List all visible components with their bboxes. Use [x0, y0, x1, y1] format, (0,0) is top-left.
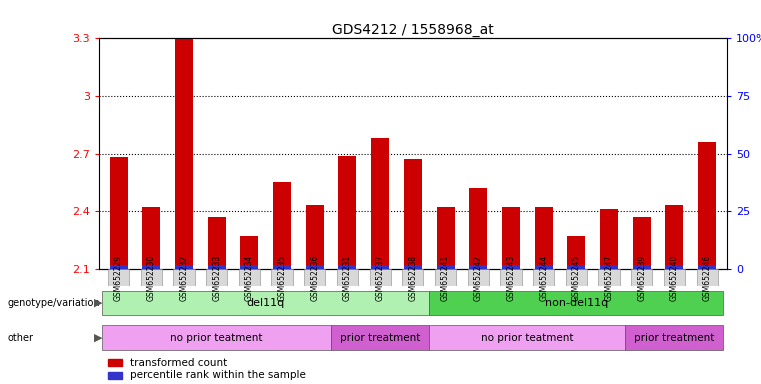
Bar: [429, 325, 626, 350]
Bar: [470, 188, 487, 269]
Bar: [665, 205, 683, 269]
Bar: [600, 209, 618, 269]
Bar: [632, 265, 651, 269]
Bar: [306, 205, 323, 269]
Bar: [598, 269, 619, 286]
Bar: [339, 156, 356, 269]
Text: GSM652234: GSM652234: [245, 254, 254, 301]
Bar: [206, 269, 228, 286]
Bar: [208, 217, 226, 269]
Text: prior treatment: prior treatment: [340, 333, 420, 343]
Bar: [437, 265, 454, 269]
Text: genotype/variation: genotype/variation: [8, 298, 100, 308]
Bar: [403, 269, 423, 286]
Bar: [273, 182, 291, 269]
Text: ▶: ▶: [94, 298, 102, 308]
Text: GSM652241: GSM652241: [441, 254, 450, 301]
Text: percentile rank within the sample: percentile rank within the sample: [130, 370, 306, 380]
Bar: [535, 207, 552, 269]
Bar: [108, 372, 123, 379]
Text: GSM652239: GSM652239: [637, 254, 646, 301]
Text: GSM652231: GSM652231: [343, 254, 352, 301]
Bar: [339, 265, 356, 269]
Bar: [240, 236, 258, 269]
Text: GSM652238: GSM652238: [409, 254, 417, 301]
Bar: [108, 269, 129, 286]
Text: GSM652233: GSM652233: [212, 254, 221, 301]
Bar: [175, 265, 193, 269]
Bar: [272, 269, 293, 286]
Text: GSM652230: GSM652230: [147, 254, 156, 301]
Bar: [240, 265, 258, 269]
Text: transformed count: transformed count: [130, 358, 228, 368]
Bar: [306, 265, 323, 269]
Bar: [696, 269, 718, 286]
Text: ▶: ▶: [94, 333, 102, 343]
Bar: [568, 236, 585, 269]
Bar: [600, 265, 618, 269]
Bar: [632, 217, 651, 269]
Bar: [467, 269, 489, 286]
Bar: [500, 269, 521, 286]
Text: GSM652235: GSM652235: [278, 254, 287, 301]
Bar: [371, 265, 389, 269]
Bar: [142, 265, 161, 269]
Bar: [533, 269, 554, 286]
Bar: [174, 269, 195, 286]
Text: GSM652240: GSM652240: [670, 254, 679, 301]
Bar: [435, 269, 456, 286]
Bar: [470, 265, 487, 269]
Bar: [664, 269, 685, 286]
Bar: [371, 138, 389, 269]
Bar: [626, 325, 724, 350]
Bar: [208, 265, 226, 269]
Bar: [110, 265, 128, 269]
Text: GSM652237: GSM652237: [376, 254, 384, 301]
Bar: [141, 269, 162, 286]
Bar: [102, 291, 429, 315]
Text: other: other: [8, 333, 33, 343]
Text: GSM652243: GSM652243: [506, 254, 515, 301]
Bar: [698, 142, 716, 269]
Text: del11q: del11q: [247, 298, 285, 308]
Bar: [370, 269, 390, 286]
Bar: [565, 269, 587, 286]
Bar: [698, 265, 716, 269]
Text: GSM652242: GSM652242: [474, 254, 482, 301]
Bar: [304, 269, 326, 286]
Bar: [502, 265, 520, 269]
Bar: [175, 38, 193, 269]
Text: GSM652232: GSM652232: [180, 254, 189, 301]
Text: no prior teatment: no prior teatment: [170, 333, 263, 343]
Text: GSM652229: GSM652229: [114, 254, 123, 301]
Text: prior treatment: prior treatment: [634, 333, 715, 343]
Bar: [102, 325, 331, 350]
Bar: [404, 159, 422, 269]
Bar: [437, 207, 454, 269]
Bar: [110, 157, 128, 269]
Bar: [331, 325, 429, 350]
Bar: [273, 265, 291, 269]
Bar: [631, 269, 652, 286]
Text: GSM652247: GSM652247: [604, 254, 613, 301]
Text: no prior teatment: no prior teatment: [481, 333, 574, 343]
Bar: [665, 265, 683, 269]
Bar: [502, 207, 520, 269]
Bar: [535, 265, 552, 269]
Text: GSM652245: GSM652245: [572, 254, 581, 301]
Text: GSM652236: GSM652236: [310, 254, 320, 301]
Bar: [239, 269, 260, 286]
Text: GSM652246: GSM652246: [702, 254, 712, 301]
Bar: [404, 265, 422, 269]
Title: GDS4212 / 1558968_at: GDS4212 / 1558968_at: [332, 23, 494, 37]
Text: non-del11q: non-del11q: [545, 298, 608, 308]
Bar: [337, 269, 358, 286]
Text: GSM652244: GSM652244: [539, 254, 548, 301]
Bar: [568, 265, 585, 269]
Bar: [108, 359, 123, 366]
Bar: [142, 207, 161, 269]
Bar: [429, 291, 724, 315]
